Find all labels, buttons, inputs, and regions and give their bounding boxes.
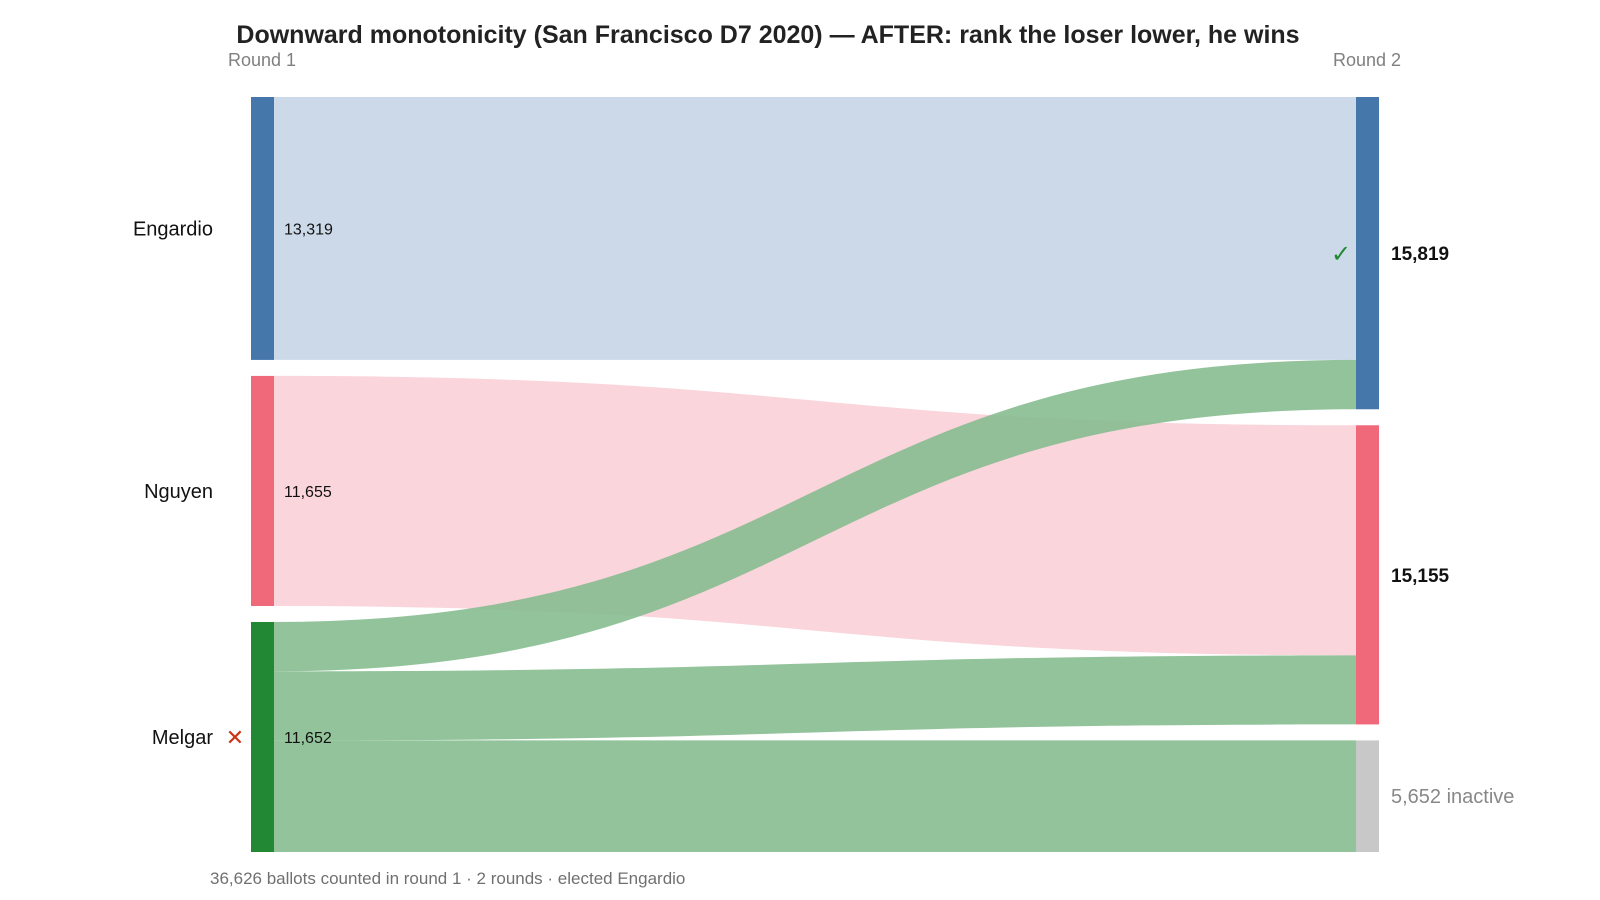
node-r2-engardio: [1356, 97, 1379, 410]
flow-melgar-to-nguyen: [274, 655, 1356, 741]
node-r1-melgar: [251, 621, 274, 852]
node-r1-nguyen: [251, 375, 274, 606]
eliminated-icon: ✕: [226, 725, 244, 750]
label-r1-nguyen: Nguyen: [144, 481, 213, 503]
nodes-layer: [251, 97, 1379, 852]
labels-layer: Engardio 13,319 Nguyen 11,655 Melgar 11,652 ✕ 1…: [133, 218, 1514, 808]
value-r2-nguyen: 15,155: [1391, 566, 1450, 587]
flow-melgar-to-engardio: [274, 359, 1356, 672]
flow-engardio-to-engardio: [274, 97, 1356, 360]
label-r1-engardio: Engardio: [133, 218, 213, 240]
node-r2-inactive: [1356, 740, 1379, 852]
round-1-label: Round 1: [228, 50, 296, 70]
flows-layer: [274, 97, 1356, 852]
node-r2-nguyen: [1356, 425, 1379, 725]
value-r2-engardio: 15,819: [1391, 244, 1449, 265]
elected-check-icon: ✓: [1331, 241, 1351, 268]
value-r2-inactive: 5,652 inactive: [1391, 786, 1514, 808]
value-r1-melgar: 11,652: [284, 730, 332, 747]
chart-footer: 36,626 ballots counted in round 1 · 2 ro…: [210, 869, 685, 888]
flow-melgar-to-inactive: [274, 740, 1356, 852]
node-r1-engardio: [251, 97, 274, 360]
round-2-label: Round 2: [1333, 50, 1401, 70]
chart-title: Downward monotonicity (San Francisco D7 …: [236, 21, 1299, 49]
value-r1-nguyen: 11,655: [284, 484, 332, 501]
label-r1-melgar: Melgar: [152, 727, 213, 749]
value-r1-engardio: 13,319: [284, 221, 333, 238]
